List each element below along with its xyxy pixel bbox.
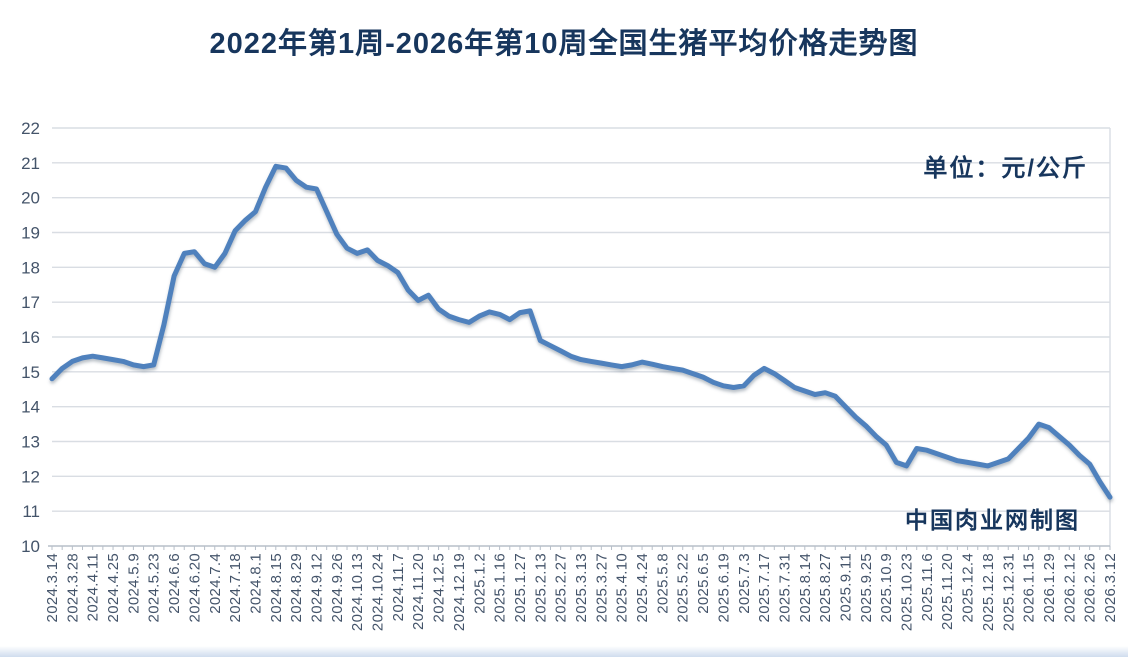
x-tick-label: 2025.11.6	[919, 553, 936, 621]
y-tick-label: 16	[21, 328, 40, 347]
x-tick-label: 2024.4.25	[105, 553, 122, 622]
gridlines-group	[52, 127, 1110, 512]
x-tick-label: 2024.10.13	[349, 553, 366, 631]
x-tick-label: 2025.9.25	[858, 553, 875, 622]
y-tick-label: 14	[21, 398, 40, 417]
x-tick-label: 2024.3.28	[64, 553, 81, 622]
y-tick-label: 22	[21, 119, 40, 138]
x-tick-label: 2025.4.10	[614, 553, 631, 622]
x-tick-label: 2024.5.23	[146, 553, 163, 622]
x-tick-label: 2024.9.26	[329, 553, 346, 622]
y-tick-label: 11	[22, 502, 40, 521]
x-tick-label: 2025.8.27	[817, 553, 834, 622]
x-tick-label: 2025.1.2	[471, 553, 488, 614]
x-tick-label: 2025.4.24	[634, 553, 651, 622]
x-tick-label: 2025.12.31	[1000, 553, 1017, 631]
y-tick-label: 20	[21, 189, 40, 208]
y-tick-label: 19	[21, 224, 40, 243]
x-tick-label: 2025.12.4	[960, 553, 977, 622]
x-tick-label: 2024.12.19	[451, 553, 468, 631]
x-tick-label: 2024.3.14	[44, 553, 61, 622]
x-tick-label: 2026.3.12	[1102, 553, 1119, 622]
x-tick-label: 2025.6.5	[695, 553, 712, 614]
x-tick-label: 2025.6.19	[715, 553, 732, 622]
x-tick-label: 2025.5.8	[654, 553, 671, 614]
x-tick-label: 2024.12.5	[431, 553, 448, 622]
x-tick-label: 2025.3.27	[593, 553, 610, 622]
x-tick-label: 2024.4.11	[85, 553, 102, 621]
axes-group	[48, 128, 1111, 550]
x-tick-label: 2024.9.12	[309, 553, 326, 622]
x-tick-label: 2024.11.7	[390, 553, 407, 621]
watermark-credit: 中国肉业网制图	[905, 507, 1080, 533]
x-tick-label: 2024.8.15	[268, 553, 285, 622]
x-tick-label: 2025.7.17	[756, 553, 773, 622]
y-tick-label: 18	[21, 258, 40, 277]
series-group	[49, 163, 1113, 500]
x-tick-label: 2025.2.13	[532, 553, 549, 622]
price-series-line	[49, 163, 1113, 500]
x-tick-label: 2024.7.4	[207, 553, 224, 614]
x-tick-label: 2024.7.18	[227, 553, 244, 622]
x-tick-label: 2026.2.26	[1082, 553, 1099, 622]
x-tick-label: 2024.6.6	[166, 553, 183, 614]
x-tick-label: 2024.11.20	[410, 553, 427, 630]
y-tick-label: 17	[21, 293, 40, 312]
x-tick-label: 2025.7.31	[776, 553, 793, 622]
x-tick-label: 2024.6.20	[186, 553, 203, 622]
x-tick-label: 2025.11.20	[939, 553, 956, 630]
x-tick-label: 2025.9.11	[838, 553, 855, 621]
x-tick-label: 2025.8.14	[797, 553, 814, 622]
x-tick-label: 2025.2.27	[553, 553, 570, 622]
y-tick-label: 12	[21, 467, 40, 486]
x-tick-label: 2025.10.9	[878, 553, 895, 622]
y-tick-label: 13	[21, 433, 40, 452]
x-tick-label: 2024.8.29	[288, 553, 305, 622]
x-tick-label: 2025.5.22	[675, 553, 692, 622]
x-tick-label: 2026.1.15	[1021, 553, 1038, 622]
x-tick-label: 2025.1.16	[492, 553, 509, 622]
y-tick-label: 21	[21, 154, 40, 173]
x-tick-label: 2024.5.9	[125, 553, 142, 614]
x-tick-label: 2025.1.27	[512, 553, 529, 622]
y-tick-label: 15	[21, 363, 40, 382]
y-tick-label: 10	[21, 537, 40, 556]
bottom-edge-band	[0, 646, 1128, 657]
chart-title: 2022年第1周-2026年第10周全国生猪平均价格走势图	[209, 28, 919, 60]
x-tick-label: 2024.8.1	[247, 553, 264, 614]
x-tick-label: 2024.10.24	[370, 553, 387, 631]
unit-label: 单位：元/公斤	[923, 155, 1088, 182]
x-tick-label: 2025.12.18	[980, 553, 997, 631]
x-tick-label: 2025.10.23	[899, 553, 916, 631]
x-tick-label: 2026.1.29	[1041, 553, 1058, 622]
x-tick-label: 2025.3.13	[573, 553, 590, 622]
x-tick-label: 2026.2.12	[1061, 553, 1078, 622]
x-tick-label: 2025.7.3	[736, 553, 753, 614]
